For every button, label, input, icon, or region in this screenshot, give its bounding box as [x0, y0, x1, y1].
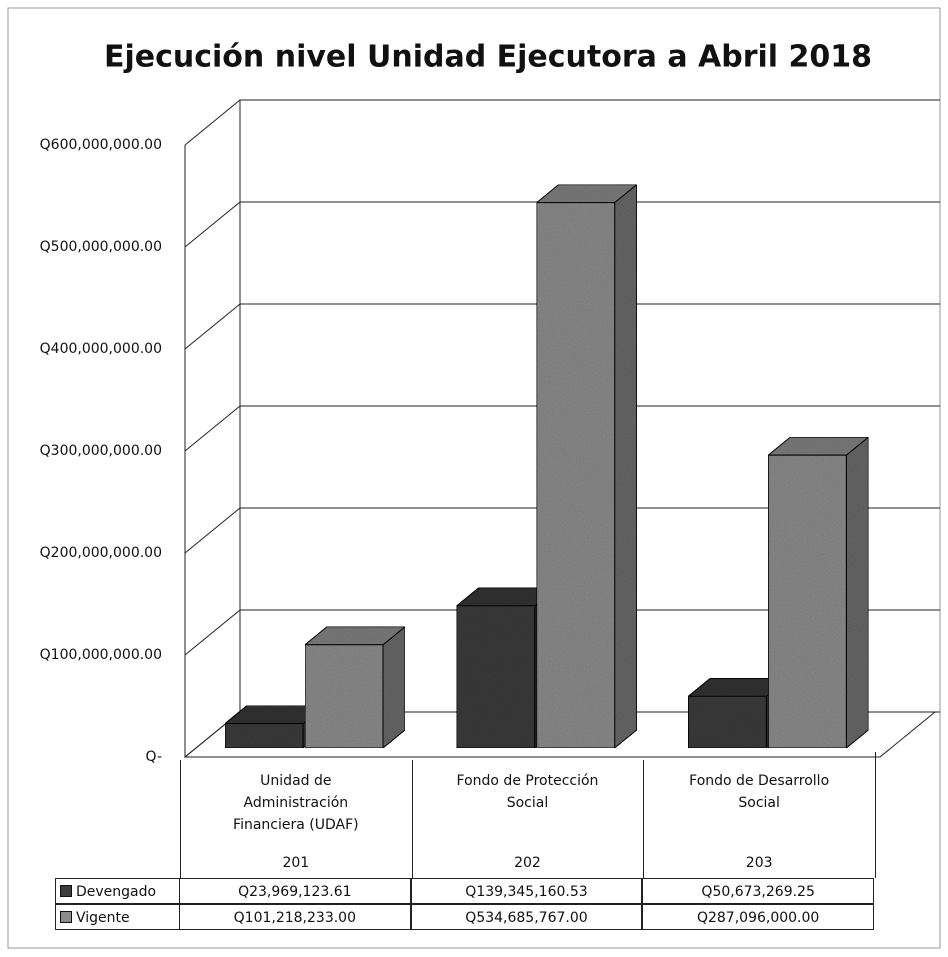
- bar: [535, 183, 639, 750]
- y-tick-label: Q100,000,000.00: [40, 647, 162, 663]
- legend-cell: Devengado: [55, 878, 180, 904]
- table-column-border: [180, 760, 181, 878]
- chart-title: Ejecución nivel Unidad Ejecutora a Abril…: [104, 40, 872, 75]
- legend-label: Vigente: [76, 910, 130, 926]
- table-column-border: [411, 760, 413, 878]
- legend-label: Devengado: [76, 884, 157, 900]
- grid-line: [184, 609, 940, 656]
- y-tick-label: Q500,000,000.00: [40, 239, 162, 255]
- bar: [686, 677, 790, 750]
- grid-line: [184, 99, 940, 146]
- frame: [7, 7, 941, 949]
- bar-side: [382, 625, 406, 750]
- bar-front: [767, 454, 847, 749]
- y-tick-label: Q400,000,000.00: [40, 341, 162, 357]
- table-value: Q534,685,767.00: [410, 904, 643, 930]
- category-code: 203: [745, 855, 773, 871]
- bar-front: [224, 723, 304, 749]
- table-value: Q101,218,233.00: [179, 904, 411, 930]
- bar-front: [456, 605, 536, 749]
- category-label: Fondo de Protección Social: [456, 773, 599, 811]
- table-value: Q23,969,123.61: [179, 878, 411, 904]
- bar-front: [536, 202, 616, 749]
- bar: [303, 625, 407, 750]
- y-tick-label: Q300,000,000.00: [40, 443, 162, 459]
- category-label: Unidad de Administración Financiera (UDA…: [233, 773, 359, 833]
- bar-side: [614, 183, 638, 750]
- legend-cell: Vigente: [55, 904, 180, 930]
- category-code: 201: [282, 855, 310, 871]
- table-value: Q287,096,000.00: [642, 904, 874, 930]
- bar-front: [304, 644, 384, 749]
- bar-side: [845, 436, 869, 750]
- grid-line: [184, 507, 940, 554]
- table-column-border: [875, 752, 876, 878]
- bar: [766, 436, 870, 750]
- legend-swatch: [60, 885, 72, 897]
- grid-line: [184, 303, 940, 350]
- y-tick-label: Q200,000,000.00: [40, 545, 162, 561]
- y-tick-label: Q600,000,000.00: [40, 137, 162, 153]
- y-tick-label: Q-: [146, 749, 162, 765]
- table-value: Q50,673,269.25: [642, 878, 874, 904]
- table-value: Q139,345,160.53: [410, 878, 643, 904]
- bar-front: [687, 695, 767, 749]
- legend-swatch: [60, 911, 72, 923]
- table-column-border: [643, 760, 645, 878]
- grid-line: [184, 201, 940, 248]
- category-code: 202: [514, 855, 541, 871]
- category-label: Fondo de Desarrollo Social: [689, 773, 830, 811]
- grid-line: [184, 405, 940, 452]
